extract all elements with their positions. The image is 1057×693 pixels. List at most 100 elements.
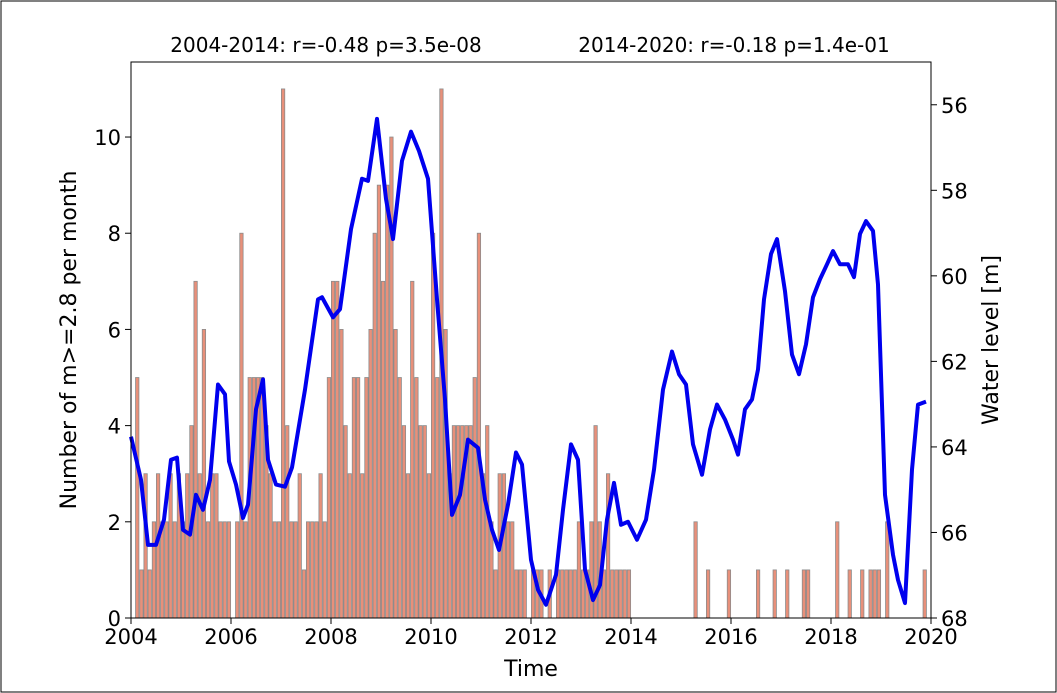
bar [493,569,498,619]
y2-tick-label: 66 [941,521,968,545]
bar [522,569,527,619]
bar [505,521,511,619]
bar [172,521,177,619]
bar [606,473,611,619]
x-tick-label: 2020 [904,625,957,649]
bar [868,569,873,619]
bar [201,329,207,619]
bar [268,473,273,619]
bar [335,280,340,619]
bar [351,377,357,619]
bar [693,521,698,619]
bar [618,569,623,619]
bar [197,473,202,619]
bar [343,425,348,619]
bar [151,521,157,619]
x-axis-label: Time [503,657,558,682]
y-tick-label: 8 [108,222,121,246]
bar [576,521,582,619]
bar [226,521,232,619]
bar [289,521,294,619]
bar [326,377,332,619]
bar [330,280,336,619]
bar [385,184,390,619]
bar [235,521,240,619]
bar [397,377,402,619]
bar [401,425,407,619]
y2-tick-label: 68 [941,607,968,631]
x-tick-label: 2004 [104,625,157,649]
bar [847,569,852,619]
bar [180,521,186,619]
bar [510,521,515,619]
y-tick-label: 0 [108,607,121,631]
bar [706,569,711,619]
bar [272,521,277,619]
bar [476,232,482,619]
bar [372,232,377,619]
y-tick-label: 2 [108,511,121,535]
bar [364,377,369,619]
x-tick-label: 2012 [504,625,557,649]
bar [339,329,344,619]
bar [785,569,790,619]
bar [518,569,523,619]
bar [301,569,307,619]
bar [626,569,632,619]
bar [285,425,290,619]
y-tick-label: 10 [94,126,121,150]
bar [756,569,761,619]
y-tick-label: 4 [108,415,121,439]
bar [393,329,398,619]
bar [564,569,569,619]
bar [422,425,427,619]
bar [276,521,282,619]
bar [835,521,840,619]
bar [572,569,577,619]
x-tick-label: 2010 [404,625,457,649]
bar [147,569,152,619]
bar [347,473,352,619]
bar [922,569,927,619]
bar [214,473,219,619]
bar [185,473,190,619]
bar [135,377,140,619]
bar [205,521,211,619]
bar [222,521,227,619]
bar [568,569,573,619]
bar [322,521,327,619]
bar [514,569,519,619]
bar [460,425,465,619]
bar [472,377,477,619]
bar [380,280,386,619]
bar [876,569,882,619]
bar [376,184,382,619]
bar [610,569,615,619]
y2-axis-label: Water level [m] [979,255,1004,425]
y2-tick-label: 60 [941,265,968,289]
bar [430,232,436,619]
bar [801,569,807,619]
bar [160,521,165,619]
bar [614,569,619,619]
y2-tick-label: 62 [941,350,968,374]
bar [426,473,432,619]
bar [239,232,244,619]
bar [280,88,286,619]
y2-tick-label: 58 [941,179,968,203]
bar [310,521,315,619]
bar [468,425,473,619]
bar [210,473,215,619]
bar [435,377,440,619]
bar [501,473,507,619]
bar [360,473,365,619]
bar [885,521,890,619]
bar [405,473,411,619]
bar [389,136,394,619]
bar [164,521,169,619]
bar [318,473,323,619]
bar [297,473,302,619]
y-tick-label: 6 [108,318,121,342]
bar [772,569,777,619]
